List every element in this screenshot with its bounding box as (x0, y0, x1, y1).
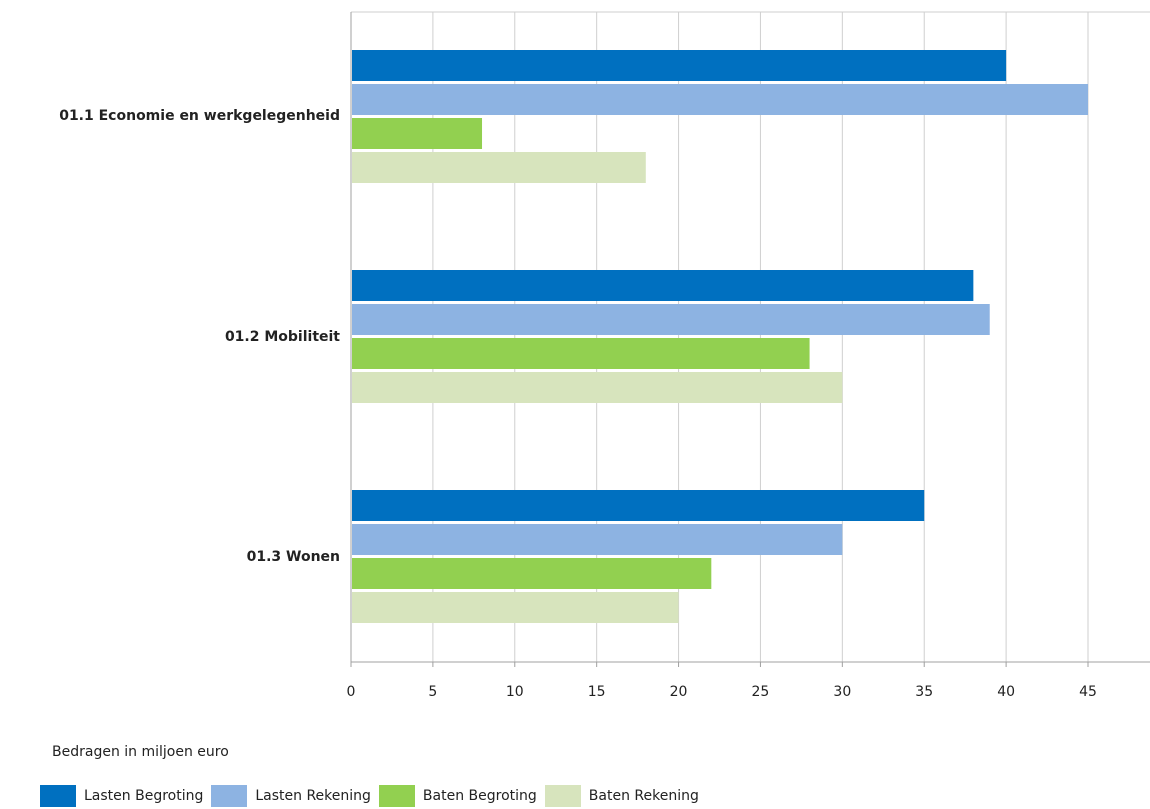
bars (352, 50, 1088, 623)
bar (352, 118, 483, 149)
category-label: 01.2 Mobiliteit (225, 329, 340, 345)
legend-swatch (544, 785, 581, 807)
x-tick-label: 45 (1079, 684, 1097, 700)
unit-note: Bedragen in miljoen euro (52, 744, 229, 760)
x-tick-label: 5 (428, 684, 437, 700)
bar (352, 524, 843, 555)
x-tick-label: 25 (752, 684, 770, 700)
x-tick-label: 20 (670, 684, 688, 700)
category-label: 01.3 Wonen (247, 549, 340, 565)
legend-item: Lasten Rekening (211, 785, 371, 807)
bar (352, 304, 990, 335)
x-tick-label: 40 (997, 684, 1015, 700)
bar (352, 270, 974, 301)
legend-item: Baten Begroting (378, 785, 537, 807)
category-labels: 01.1 Economie en werkgelegenheid 01.2 Mob… (59, 108, 340, 565)
x-tick-label: 0 (347, 684, 356, 700)
x-tick-label: 35 (915, 684, 933, 700)
x-tick-label: 15 (588, 684, 606, 700)
legend-label: Lasten Begroting (84, 788, 204, 804)
category-label: 01.1 Economie en werkgelegenheid (59, 108, 340, 124)
axes (350, 12, 1150, 667)
x-tick-label: 30 (833, 684, 851, 700)
bar (352, 592, 679, 623)
bar (352, 372, 843, 403)
legend-label: Lasten Rekening (255, 788, 371, 804)
x-tick-label: 10 (506, 684, 524, 700)
legend-item: Baten Rekening (544, 785, 699, 807)
legend-swatch (40, 785, 76, 807)
legend-label: Baten Rekening (588, 788, 699, 804)
bar (352, 338, 810, 369)
legend-item: Lasten Begroting (40, 785, 203, 807)
legend-swatch (378, 785, 415, 807)
legend-label: Baten Begroting (422, 788, 537, 804)
legend: Lasten Begroting Lasten Rekening Baten Beg… (40, 785, 707, 807)
gridlines (351, 11, 1150, 662)
bar (352, 490, 925, 521)
bar (352, 152, 646, 183)
x-tick-labels: 0 5 10 15 20 25 30 35 40 45 (347, 684, 1097, 700)
bar (352, 50, 1007, 81)
legend-swatch (211, 785, 248, 807)
bar (352, 558, 712, 589)
bar (352, 84, 1088, 115)
